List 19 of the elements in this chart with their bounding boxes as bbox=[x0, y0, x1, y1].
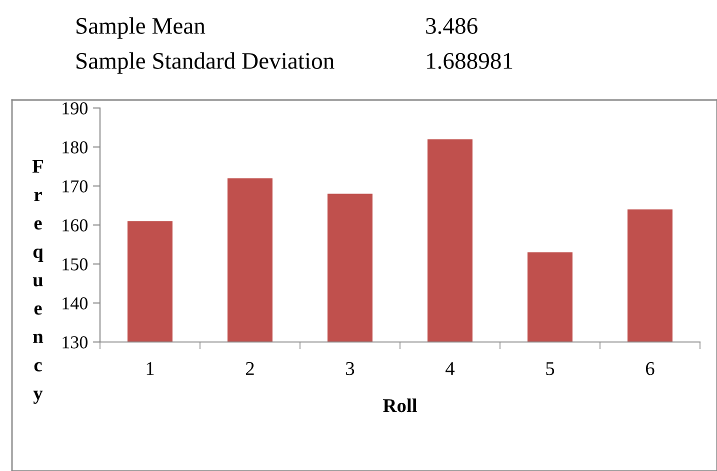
text: Sample Mean bbox=[76, 17, 206, 39]
x-tick-label: 5 bbox=[546, 362, 554, 376]
text: Sample Standard Deviation bbox=[76, 52, 334, 74]
x-tick-label: 4 bbox=[446, 362, 455, 375]
y-tick-label: 180 bbox=[62, 141, 88, 154]
text: Frequency bbox=[32, 160, 44, 404]
y-tick-label: 160 bbox=[62, 219, 88, 232]
y-tick-label: 130 bbox=[62, 336, 88, 348]
x-tick-label: 2 bbox=[246, 362, 254, 375]
y-tick-label: 170 bbox=[62, 180, 88, 192]
x-tick-label: 3 bbox=[346, 362, 354, 376]
text: 1.688981 bbox=[427, 52, 512, 70]
x-tick-label: 6 bbox=[646, 362, 654, 376]
y-tick-label: 150 bbox=[62, 258, 88, 270]
text: 3.486 bbox=[426, 18, 478, 34]
x-tick-label: 1 bbox=[146, 362, 154, 375]
y-tick-label: 140 bbox=[62, 297, 88, 310]
x-axis-title: Roll bbox=[383, 398, 417, 412]
y-tick-label: 190 bbox=[62, 102, 88, 114]
